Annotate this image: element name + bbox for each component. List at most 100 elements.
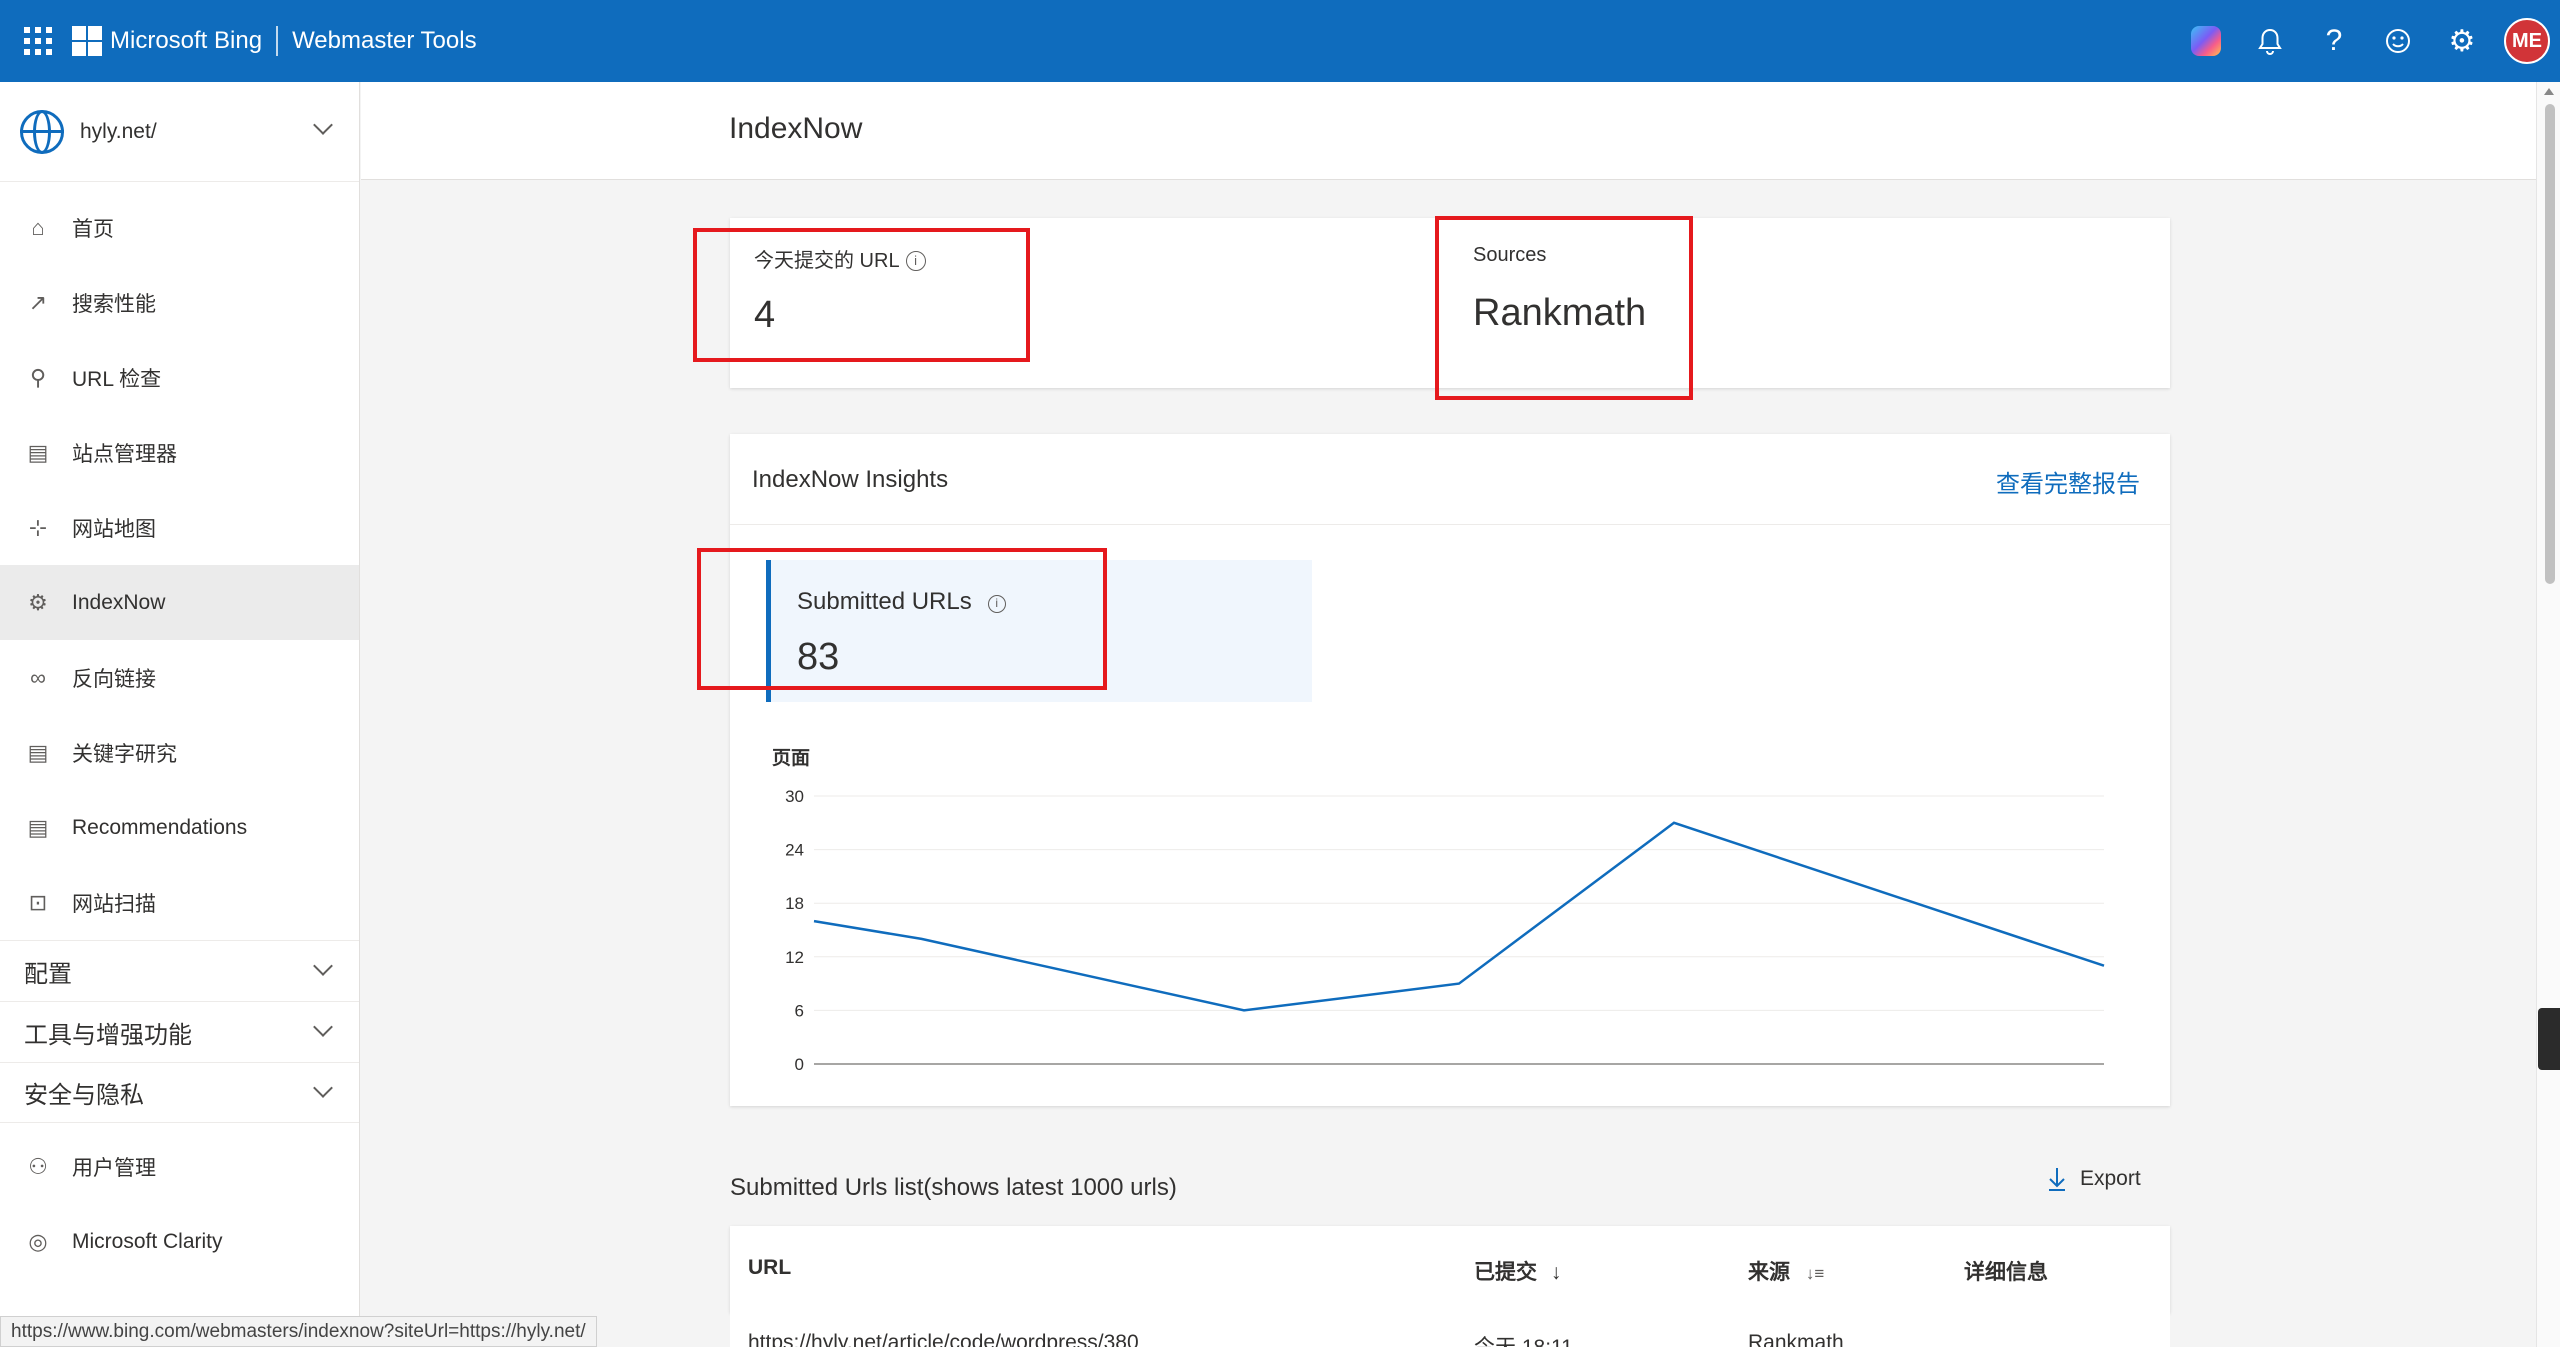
sidebar-item-label: 反向链接 (72, 667, 156, 691)
insights-divider (730, 524, 2170, 525)
chart-y-tick-label: 18 (785, 894, 804, 913)
sidebar-item-url-inspection[interactable]: ⚲ URL 检查 (0, 340, 359, 415)
sidebar-item-label: 关键字研究 (72, 742, 177, 766)
sidebar-item-backlinks[interactable]: ∞ 反向链接 (0, 640, 359, 715)
gear-icon: ⚙ (28, 589, 48, 615)
row-url[interactable]: https://hyly.net/article/code/wordpress/… (748, 1331, 1139, 1347)
top-right-actions: ? ⚙ ME (2174, 0, 2560, 82)
status-bar-url: https://www.bing.com/webmasters/indexnow… (0, 1316, 597, 1347)
highlight-box-submitted-today (693, 228, 1030, 362)
scrollbar-thumb[interactable] (2545, 104, 2555, 584)
feedback-smiley-icon[interactable] (2366, 9, 2430, 73)
chart-series-line (813, 821, 2105, 1012)
sidebar-section-label: 配置 (24, 960, 72, 988)
side-panel-handle[interactable] (2538, 1008, 2560, 1070)
sidebar-item-microsoft-clarity[interactable]: ◎ Microsoft Clarity (0, 1204, 359, 1279)
search-icon: ⚲ (29, 364, 47, 390)
download-icon (2049, 1168, 2065, 1191)
sidebar-section-label: 工具与增强功能 (24, 1021, 192, 1049)
submitted-today-value: 4 (754, 294, 776, 336)
sidebar-section-label: 安全与隐私 (24, 1082, 144, 1109)
vertical-scrollbar[interactable] (2536, 82, 2560, 1347)
brand-divider (276, 26, 279, 56)
row-source: Rankmath (1748, 1331, 1844, 1347)
table-header: URL 已提交 ↓ 来源 ↓≡ 详细信息 (730, 1226, 2170, 1313)
submitted-today-label: 今天提交的 URL i (754, 244, 926, 273)
sidebar-item-home[interactable]: ⌂ 首页 (0, 190, 359, 265)
globe-icon (20, 109, 64, 154)
chart-y-ticks: 0 6 12 18 24 30 (785, 787, 804, 1074)
chart-grid (814, 795, 2104, 1065)
column-header-submitted-label: 已提交 (1474, 1261, 1537, 1284)
list-title: Submitted Urls list(shows latest 1000 ur… (730, 1174, 1177, 1201)
submitted-urls-label-text: Submitted URLs (797, 588, 972, 615)
chevron-down-icon (313, 115, 333, 135)
column-header-details[interactable]: 详细信息 (1964, 1261, 2048, 1284)
sidebar-item-site-scan[interactable]: ⊡ 网站扫描 (0, 865, 359, 940)
sidebar-section-security[interactable]: 安全与隐私 (0, 1062, 359, 1123)
settings-gear-icon[interactable]: ⚙ (2448, 24, 2476, 58)
scan-icon: ⊡ (28, 889, 48, 915)
page-header: IndexNow (361, 82, 2536, 180)
page-title: IndexNow (729, 112, 863, 145)
sidebar-item-label: Microsoft Clarity (72, 1229, 223, 1253)
sources-label: Sources (1473, 244, 1547, 266)
chart-y-axis-label: 页面 (772, 748, 810, 769)
site-name: hyly.net/ (80, 119, 157, 143)
sidebar: hyly.net/ ⌂ 首页 ↗ 搜索性能 ⚲ URL 检查 ▤ 站点管理器 ⊹… (0, 82, 360, 1347)
help-icon[interactable]: ? (2325, 24, 2343, 57)
column-header-url[interactable]: URL (748, 1256, 792, 1279)
sidebar-item-label: Recommendations (72, 815, 248, 839)
chevron-down-icon (313, 956, 333, 976)
scroll-up-arrow-icon[interactable] (2544, 88, 2554, 95)
export-button[interactable]: Export (2046, 1166, 2141, 1192)
chart-y-tick-label: 12 (785, 948, 804, 967)
sidebar-item-site-explorer[interactable]: ▤ 站点管理器 (0, 415, 359, 490)
sidebar-item-search-performance[interactable]: ↗ 搜索性能 (0, 265, 359, 340)
column-header-source[interactable]: 来源 ↓≡ (1748, 1256, 1824, 1286)
brand-name[interactable]: Microsoft Bing (110, 27, 263, 54)
sitemap-icon: ⊹ (28, 514, 48, 540)
row-submitted: 今天 18:11 (1474, 1331, 1573, 1347)
sidebar-item-label: IndexNow (72, 590, 166, 614)
sidebar-item-user-management[interactable]: ⚇ 用户管理 (0, 1129, 359, 1204)
sidebar-item-keyword-research[interactable]: ▤ 关键字研究 (0, 715, 359, 790)
document-icon: ▤ (27, 439, 49, 465)
home-icon: ⌂ (31, 214, 45, 240)
sidebar-section-configure[interactable]: 配置 (0, 940, 359, 1001)
sidebar-item-label: 网站地图 (72, 517, 156, 541)
sidebar-item-label: URL 检查 (72, 367, 162, 391)
sidebar-section-tools[interactable]: 工具与增强功能 (0, 1001, 359, 1062)
submitted-urls-label: Submitted URLs i (797, 588, 1006, 616)
product-name[interactable]: Webmaster Tools (292, 27, 477, 54)
table-row[interactable]: https://hyly.net/article/code/wordpress/… (730, 1313, 2170, 1347)
full-report-link[interactable]: 查看完整报告 (1996, 471, 2140, 498)
column-header-source-label: 来源 (1748, 1261, 1790, 1284)
avatar[interactable]: ME (2504, 18, 2550, 64)
submitted-today-label-text: 今天提交的 URL (754, 250, 900, 272)
top-bar: Microsoft Bing Webmaster Tools ? ⚙ ME (0, 0, 2560, 82)
app-launcher-icon[interactable] (20, 23, 56, 59)
export-label: Export (2080, 1167, 2141, 1190)
sidebar-item-sitemaps[interactable]: ⊹ 网站地图 (0, 490, 359, 565)
document-check-icon: ▤ (27, 814, 49, 840)
filter-sort-icon: ↓≡ (1805, 1264, 1825, 1283)
site-selector[interactable]: hyly.net/ (0, 82, 359, 182)
bell-icon[interactable] (2238, 9, 2302, 73)
column-header-submitted[interactable]: 已提交 ↓ (1474, 1256, 1561, 1286)
submitted-urls-tile[interactable]: Submitted URLs i 83 (766, 560, 1312, 702)
chart-y-tick-label: 30 (785, 787, 804, 806)
info-icon[interactable]: i (905, 251, 926, 271)
chart-y-tick-label: 0 (795, 1055, 804, 1074)
sidebar-item-recommendations[interactable]: ▤ Recommendations (0, 790, 359, 865)
info-icon[interactable]: i (987, 595, 1006, 613)
chart-y-tick-label: 6 (795, 1001, 804, 1020)
link-icon: ∞ (30, 664, 46, 690)
document-icon: ▤ (27, 739, 49, 765)
sidebar-item-indexnow[interactable]: ⚙ IndexNow (0, 565, 359, 640)
insights-title: IndexNow Insights (752, 466, 949, 493)
chevron-down-icon (313, 1017, 333, 1037)
copilot-icon[interactable] (2174, 9, 2238, 73)
clarity-icon: ◎ (28, 1228, 48, 1254)
